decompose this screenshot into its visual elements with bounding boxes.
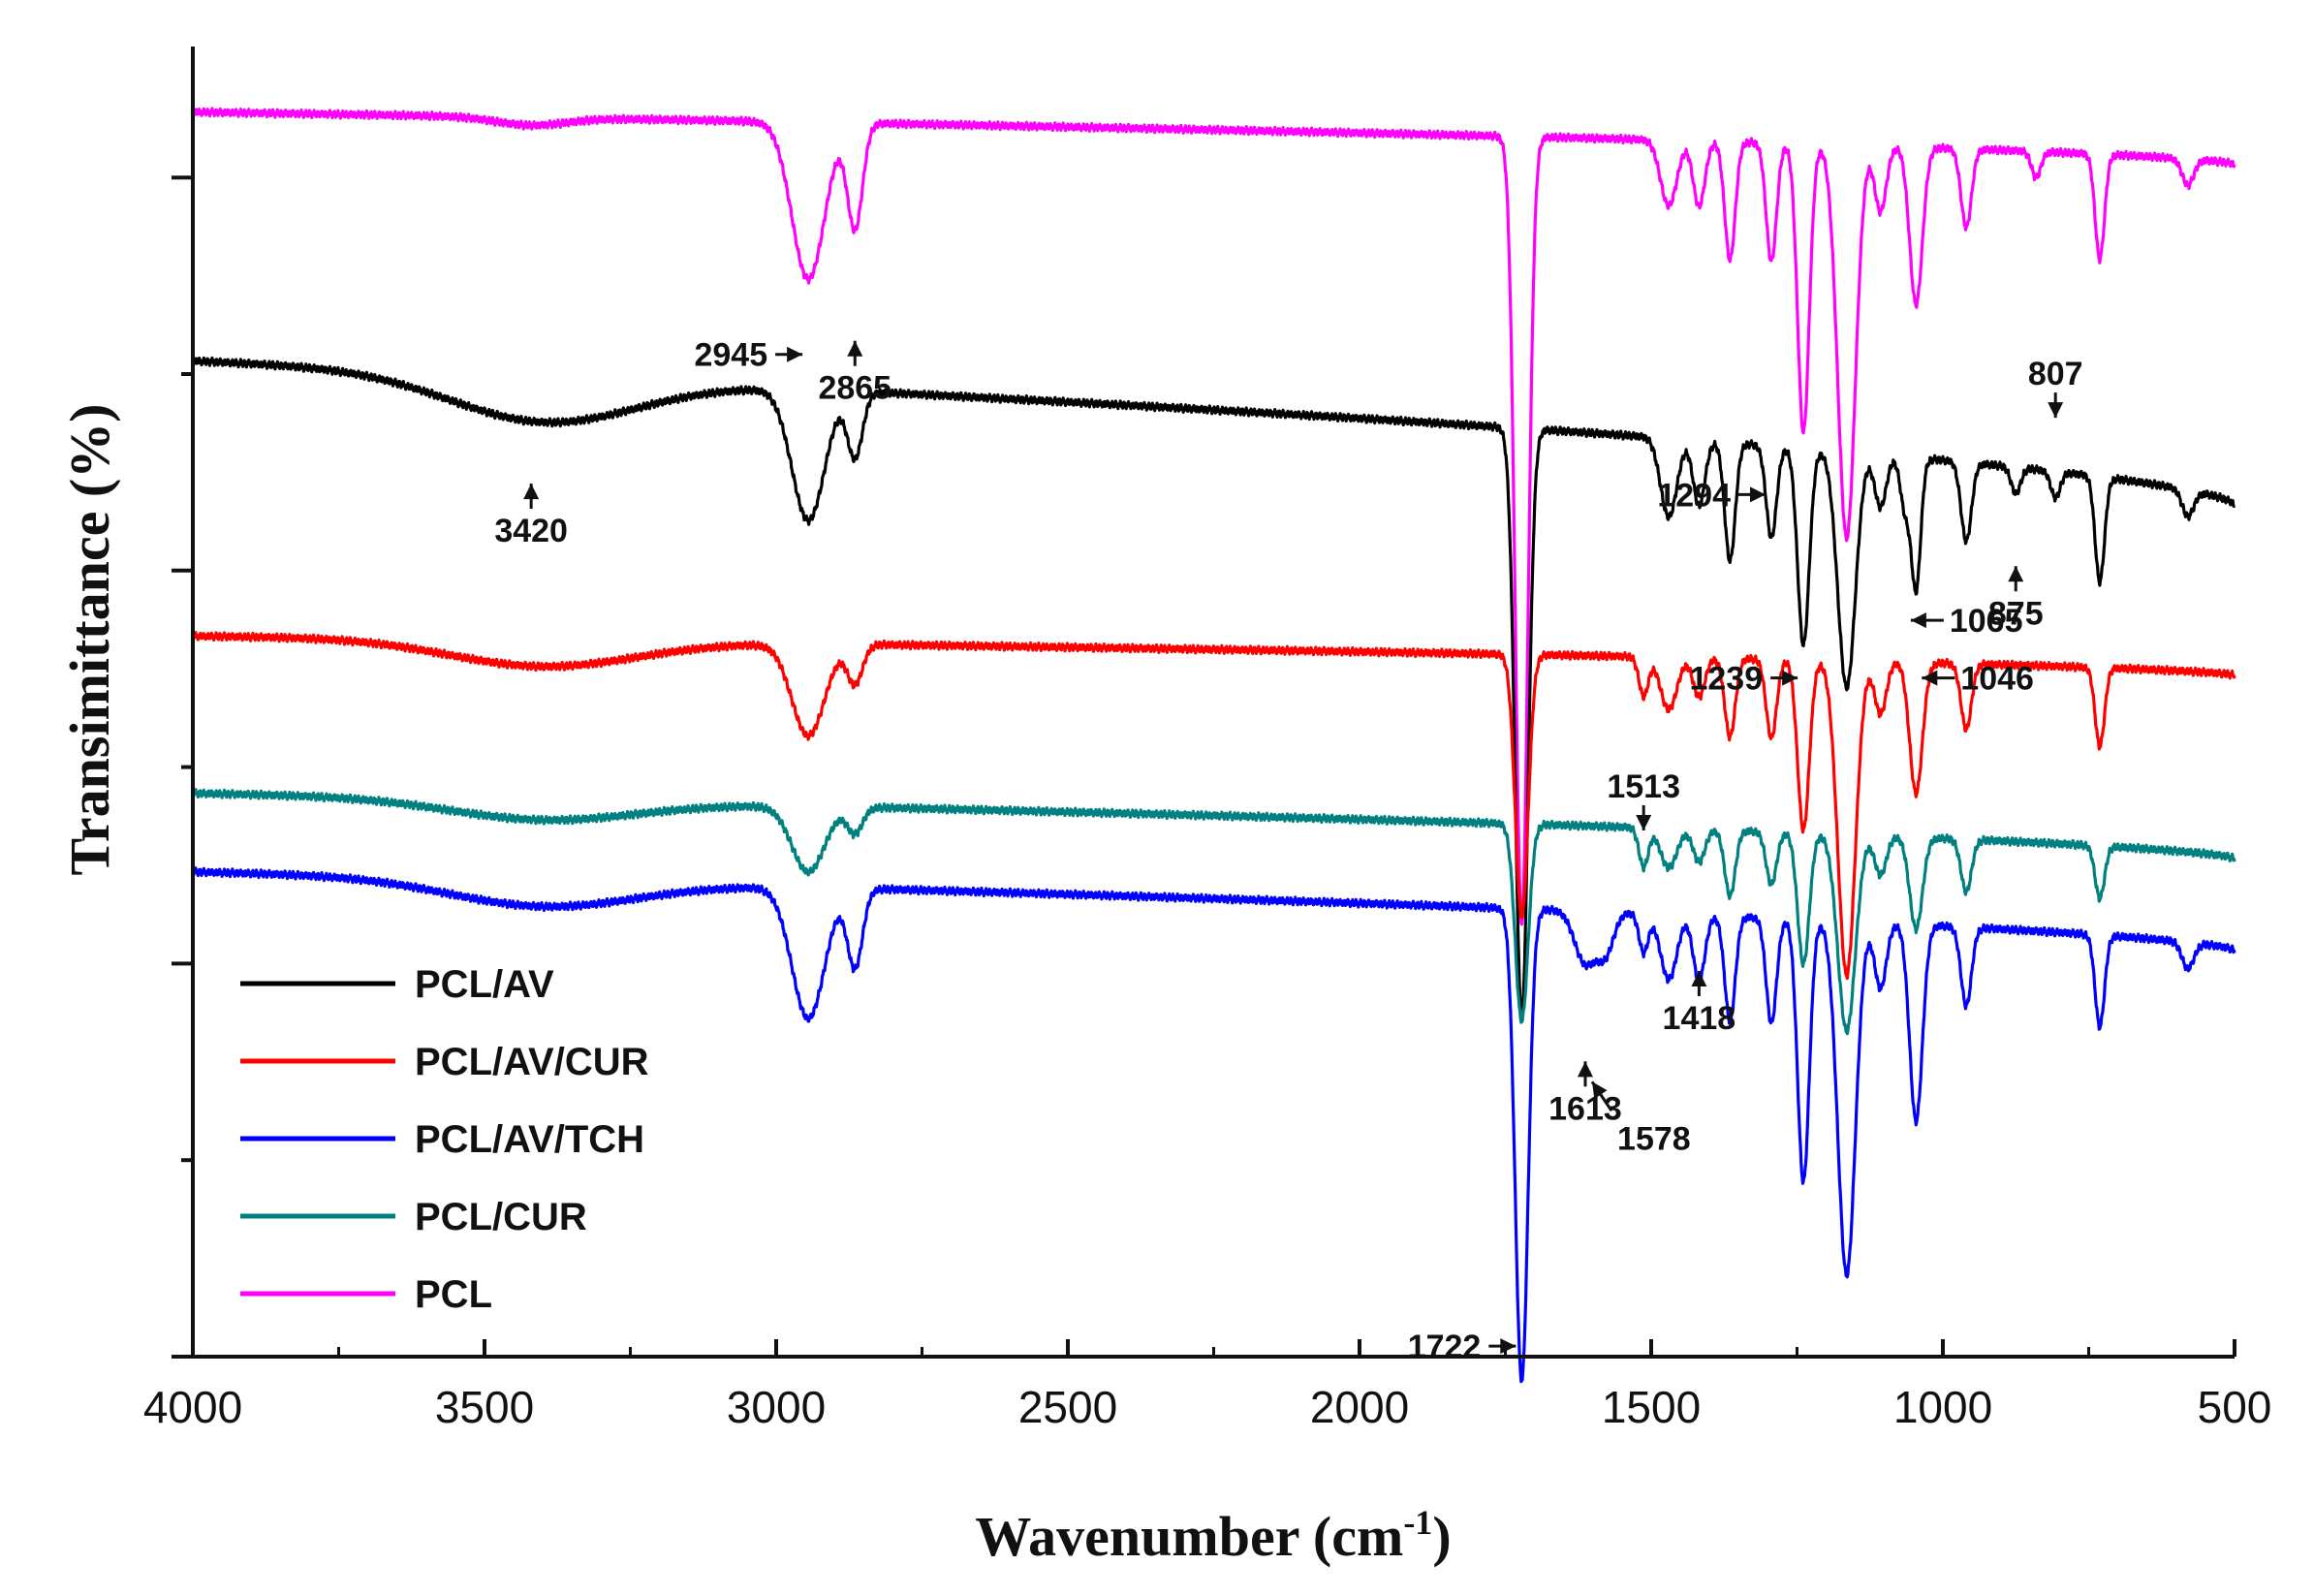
annotation-text: 1065 <box>1950 603 2023 640</box>
legend-label: PCL/CUR <box>415 1196 587 1238</box>
y-ticks-group <box>172 175 193 1359</box>
annotation-text: 1294 <box>1657 477 1731 514</box>
x-tick-label: 1500 <box>1602 1382 1701 1432</box>
legend: PCL/AV PCL/AV/CUR PCL/AV/TCH PCL/CUR PCL <box>240 963 649 1316</box>
annotation-text: 2865 <box>818 370 891 407</box>
annotation-arrow-head <box>1577 1061 1593 1078</box>
annotation-arrow-head <box>1782 670 1798 686</box>
annotation-arrow-head <box>1910 612 1926 629</box>
y-axis-title: Transimittance (%) <box>58 404 121 876</box>
x-tick-label: 1000 <box>1893 1382 1992 1432</box>
series-line-pcl-cur <box>191 788 2236 1036</box>
annotation-arrow-head <box>2008 566 2024 582</box>
legend-item-pcl-av-tch: PCL/AV/TCH <box>240 1118 644 1161</box>
annotation-text: 1239 <box>1689 661 1763 698</box>
x-tick-label: 4000 <box>143 1382 242 1432</box>
peak-label-1722: 1722 <box>1408 1329 1517 1365</box>
x-ticks-group: 4000 3500 3000 2500 2000 1500 1000 500 <box>143 1339 2272 1432</box>
x-tick-label: 3500 <box>435 1382 534 1432</box>
annotation-arrow-head <box>787 346 803 362</box>
annotation-arrow-head <box>1592 1081 1608 1100</box>
x-tick-label: 2000 <box>1310 1382 1409 1432</box>
annotation-arrow-head <box>523 484 540 500</box>
annotation-text: 1046 <box>1960 661 2034 698</box>
peak-label-1239: 1239 <box>1689 661 1798 698</box>
series-line-pcl-av <box>191 356 2236 1021</box>
x-tick-label: 2500 <box>1018 1382 1117 1432</box>
annotation-text: 1722 <box>1408 1329 1482 1365</box>
x-tick-label: 500 <box>2198 1382 2272 1432</box>
legend-label: PCL <box>415 1273 492 1316</box>
annotation-text: 1578 <box>1617 1120 1691 1157</box>
peak-label-1065: 1065 <box>1910 603 2023 640</box>
annotation-arrow-head <box>1922 670 1938 686</box>
annotation-arrow-head <box>847 340 863 357</box>
legend-item-pcl-av: PCL/AV <box>240 963 554 1006</box>
series-line-pcl-av-cur <box>191 631 2236 981</box>
peak-label-2865: 2865 <box>818 340 891 407</box>
legend-label: PCL/AV <box>415 963 554 1006</box>
peak-label-1578: 1578 <box>1590 1080 1691 1157</box>
annotation-text: 1513 <box>1607 768 1680 805</box>
legend-item-pcl-av-cur: PCL/AV/CUR <box>240 1041 649 1083</box>
annotation-arrow-head <box>2048 402 2064 419</box>
spectra-group <box>191 107 2236 1384</box>
legend-label: PCL/AV/TCH <box>415 1118 644 1161</box>
annotation-text: 875 <box>1988 595 2044 632</box>
legend-label: PCL/AV/CUR <box>415 1041 649 1083</box>
peak-label-3420: 3420 <box>494 484 568 549</box>
peak-label-1294: 1294 <box>1657 477 1767 514</box>
peak-label-1418: 1418 <box>1663 971 1736 1037</box>
annotation-arrow-head <box>1750 486 1767 503</box>
peak-label-875: 875 <box>1988 566 2044 632</box>
annotation-text: 807 <box>2028 356 2083 392</box>
peak-label-2945: 2945 <box>694 337 803 374</box>
annotation-text: 3420 <box>494 513 568 549</box>
peak-label-1046: 1046 <box>1922 661 2034 698</box>
peak-label-1613: 1613 <box>1548 1061 1622 1127</box>
annotation-text: 1418 <box>1663 1000 1736 1037</box>
annotation-arrow-head <box>1691 971 1707 987</box>
x-axis-title: Wavenumber (cm-1) <box>975 1503 1451 1568</box>
peak-label-807: 807 <box>2028 356 2083 419</box>
annotation-text: 2945 <box>694 337 767 374</box>
series-line-pcl <box>191 107 2236 926</box>
series-line-pcl-av-tch <box>191 866 2236 1384</box>
annotation-arrow-head <box>1500 1338 1517 1355</box>
x-tick-label: 3000 <box>727 1382 826 1432</box>
annotation-arrow-head <box>1636 814 1652 830</box>
legend-item-pcl: PCL <box>240 1273 492 1316</box>
legend-item-pcl-cur: PCL/CUR <box>240 1196 587 1238</box>
peak-label-1513: 1513 <box>1607 768 1680 830</box>
